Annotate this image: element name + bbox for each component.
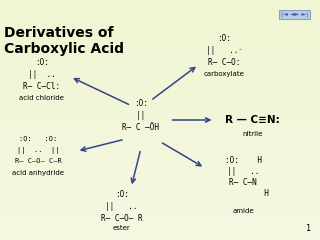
Bar (0, 156, 320, 168)
Text: R— C—O— C—R: R— C—O— C—R (15, 158, 62, 164)
Text: ||: || (136, 111, 145, 120)
Text: R— C—N: R— C—N (229, 178, 257, 187)
Bar (0, 144, 320, 156)
Bar (0, 48, 320, 60)
Bar (0, 216, 320, 228)
Text: ||  ..  ||: || .. || (17, 146, 60, 154)
Bar (0, 84, 320, 96)
Text: |◄ ◄► ►|: |◄ ◄► ►| (281, 12, 308, 17)
Text: :O:   :O:: :O: :O: (19, 136, 58, 142)
Text: amide: amide (232, 208, 254, 214)
Text: R— C—O:: R— C—O: (208, 58, 240, 67)
Text: :O:: :O: (35, 58, 49, 67)
Bar (0, 132, 320, 144)
Bar (0, 36, 320, 48)
Bar (0, 24, 320, 36)
Bar (0, 72, 320, 84)
Bar (0, 228, 320, 240)
Bar (0, 120, 320, 132)
Text: ||   ..⁻: || ..⁻ (205, 46, 243, 55)
Text: Derivatives of
Carboxylic Acid: Derivatives of Carboxylic Acid (4, 26, 124, 56)
Bar (0, 192, 320, 204)
Text: acid chloride: acid chloride (19, 96, 64, 101)
Bar (0, 108, 320, 120)
Text: acid anhydride: acid anhydride (12, 170, 64, 176)
Bar (0, 0, 320, 12)
Bar (0, 168, 320, 180)
Text: :O:: :O: (134, 99, 148, 108)
Text: R — C≡N:: R — C≡N: (225, 115, 280, 125)
Bar (0, 12, 320, 24)
Text: :O:: :O: (115, 190, 129, 199)
Text: R— C—O— R: R— C—O— R (101, 214, 142, 223)
Text: nitrile: nitrile (243, 132, 263, 137)
Bar (0, 204, 320, 216)
Text: ||  ..: || .. (28, 70, 55, 79)
Text: ester: ester (113, 225, 131, 231)
Bar (0, 180, 320, 192)
Text: 1: 1 (305, 224, 310, 233)
Text: H: H (218, 189, 268, 198)
Text: R— C—Cl:: R— C—Cl: (23, 82, 60, 91)
Text: ||   ..: || .. (105, 202, 138, 211)
Bar (0, 60, 320, 72)
Text: :O:    H: :O: H (225, 156, 262, 165)
Text: carboxylate: carboxylate (204, 72, 244, 77)
Text: ||   ..: || .. (227, 167, 260, 176)
Text: R— C —ÖH: R— C —ÖH (122, 123, 159, 132)
Text: :O:: :O: (217, 34, 231, 43)
Bar (0, 96, 320, 108)
